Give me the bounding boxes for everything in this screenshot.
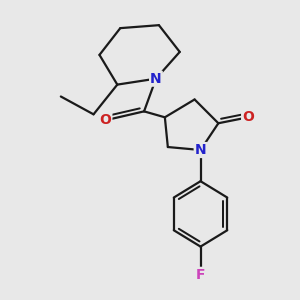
Text: F: F [196,268,205,282]
Text: N: N [150,72,162,86]
Text: N: N [195,143,206,157]
Text: O: O [100,113,111,127]
Text: O: O [242,110,254,124]
